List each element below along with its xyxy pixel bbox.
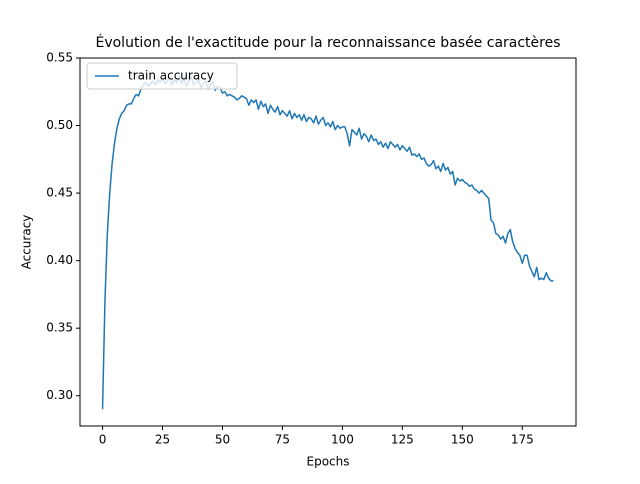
x-tick-label: 0 (99, 433, 107, 447)
x-tick-label: 25 (155, 433, 170, 447)
y-tick-label: 0.30 (46, 388, 73, 402)
x-tick-label: 75 (275, 433, 290, 447)
legend-box (86, 62, 238, 90)
y-tick-label: 0.40 (46, 253, 73, 267)
x-axis-label: Epochs (307, 455, 350, 469)
x-tick-label: 150 (451, 433, 474, 447)
x-tick-label: 50 (215, 433, 230, 447)
plot-frame (79, 57, 577, 427)
y-tick-label: 0.50 (46, 118, 73, 132)
y-tick-label: 0.55 (46, 51, 73, 65)
x-tick-label: 175 (511, 433, 534, 447)
legend-label: train accuracy (128, 69, 214, 83)
line (101, 74, 554, 410)
y-tick-label: 0.45 (46, 186, 73, 200)
y-axis-label: Accuracy (20, 215, 34, 270)
y-tick-label: 0.35 (46, 321, 73, 335)
x-tick-label: 125 (391, 433, 414, 447)
chart-title: Évolution de l'exactitude pour la reconn… (95, 34, 560, 51)
x-tick-label: 100 (331, 433, 354, 447)
